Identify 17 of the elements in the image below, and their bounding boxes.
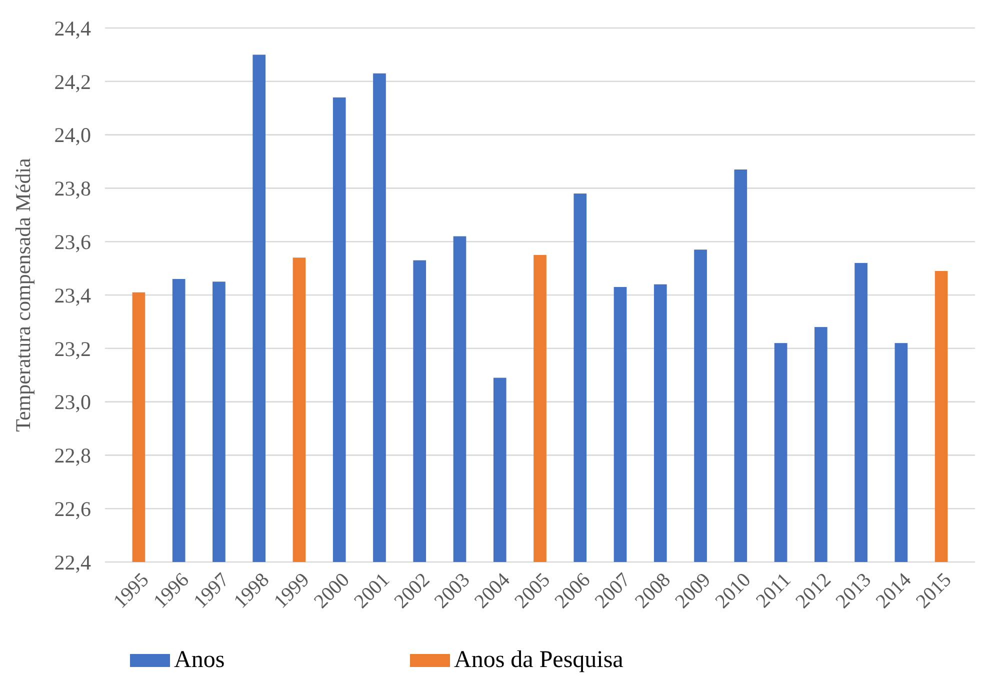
- y-tick-label: 23,8: [54, 176, 91, 201]
- y-tick-label: 23,2: [54, 336, 91, 361]
- y-tick-label: 22,8: [54, 444, 91, 468]
- y-tick-label: 24,2: [54, 70, 91, 94]
- legend-label: Anos: [174, 647, 225, 673]
- y-tick-label: 23,0: [54, 390, 91, 414]
- y-tick-label: 23,4: [54, 283, 92, 308]
- y-tick-label: 24,0: [54, 123, 91, 148]
- x-tick-label: 2011: [752, 568, 796, 612]
- legend-label: Anos da Pesquisa: [454, 647, 624, 673]
- y-axis-title: Temperatura compensada Média: [11, 157, 35, 432]
- x-tick-label: 1999: [270, 568, 314, 613]
- y-tick-label: 23,6: [54, 230, 91, 254]
- y-tick-label: 24,4: [54, 16, 92, 40]
- x-tick-label: 2001: [350, 568, 394, 613]
- y-tick-label: 22,4: [54, 550, 92, 574]
- y-tick-label: 22,6: [54, 496, 91, 521]
